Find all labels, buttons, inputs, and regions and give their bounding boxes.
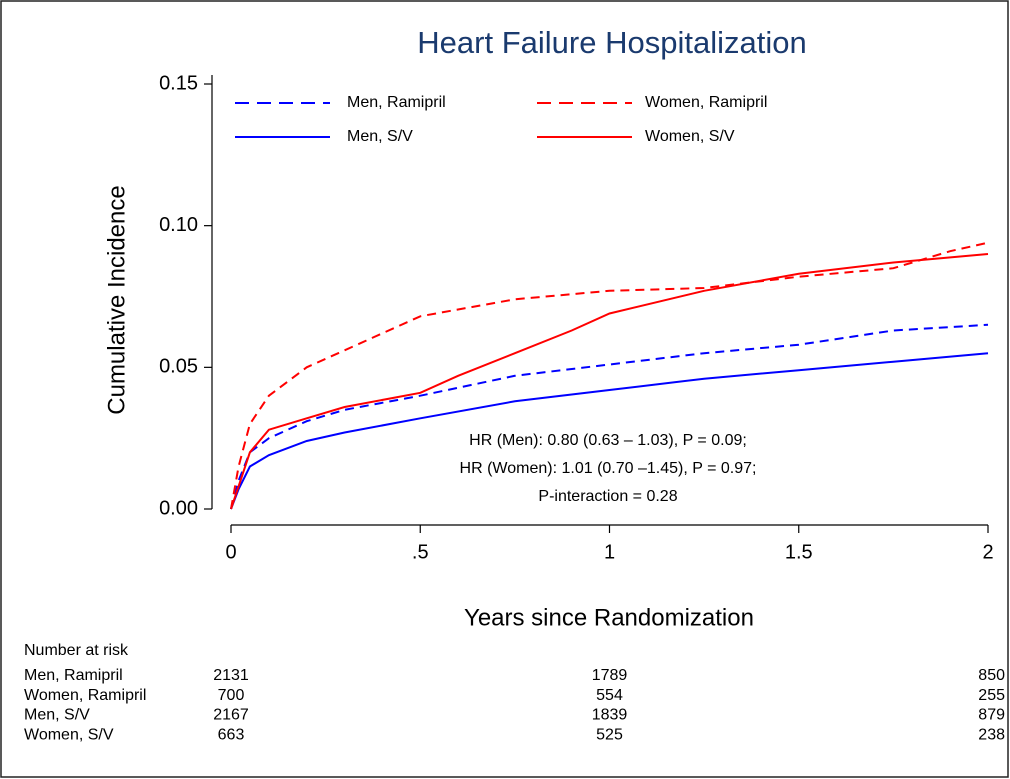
legend-label: Women, S/V	[645, 128, 735, 145]
risk-row-label: Women, S/V	[24, 726, 114, 743]
y-tick-label: 0.00	[159, 497, 198, 519]
y-tick-label: 0.10	[159, 214, 198, 236]
x-tick-label: 0	[225, 541, 236, 563]
x-tick-label: 1	[604, 541, 615, 563]
annotation: HR (Women): 1.01 (0.70 –1.45), P = 0.97;	[460, 460, 757, 477]
risk-value: 663	[218, 726, 245, 743]
x-tick-label: 2	[982, 541, 993, 563]
risk-value: 238	[978, 726, 1005, 743]
series-line	[230, 253, 989, 510]
x-tick-label: .5	[412, 541, 429, 563]
risk-value: 554	[596, 687, 623, 704]
risk-value: 255	[978, 687, 1005, 704]
risk-value: 1839	[592, 707, 628, 724]
series-line	[230, 323, 989, 510]
legend-label: Men, Ramipril	[347, 94, 446, 111]
legend-label: Women, Ramipril	[645, 94, 767, 111]
risk-row-label: Men, S/V	[24, 707, 90, 724]
x-axis-label: Years since Randomization	[464, 604, 754, 631]
risk-row-label: Women, Ramipril	[24, 687, 146, 704]
annotation: HR (Men): 0.80 (0.63 – 1.03), P = 0.09;	[469, 432, 747, 449]
risk-table-title: Number at risk	[24, 642, 129, 659]
x-tick-label: 1.5	[785, 541, 813, 563]
risk-value: 879	[978, 707, 1005, 724]
series-line	[230, 352, 989, 510]
risk-value: 525	[596, 726, 623, 743]
risk-value: 850	[978, 667, 1005, 684]
chart-title: Heart Failure Hospitalization	[417, 25, 806, 60]
risk-value: 2131	[213, 667, 249, 684]
risk-value: 1789	[592, 667, 628, 684]
y-tick-label: 0.05	[159, 356, 198, 378]
legend-label: Men, S/V	[347, 128, 413, 145]
risk-value: 700	[218, 687, 245, 704]
risk-value: 2167	[213, 707, 249, 724]
y-tick-label: 0.15	[159, 72, 198, 94]
annotation: P-interaction = 0.28	[538, 488, 677, 505]
series-line	[230, 241, 989, 510]
risk-row-label: Men, Ramipril	[24, 667, 123, 684]
y-axis-label: Cumulative Incidence	[103, 185, 130, 414]
